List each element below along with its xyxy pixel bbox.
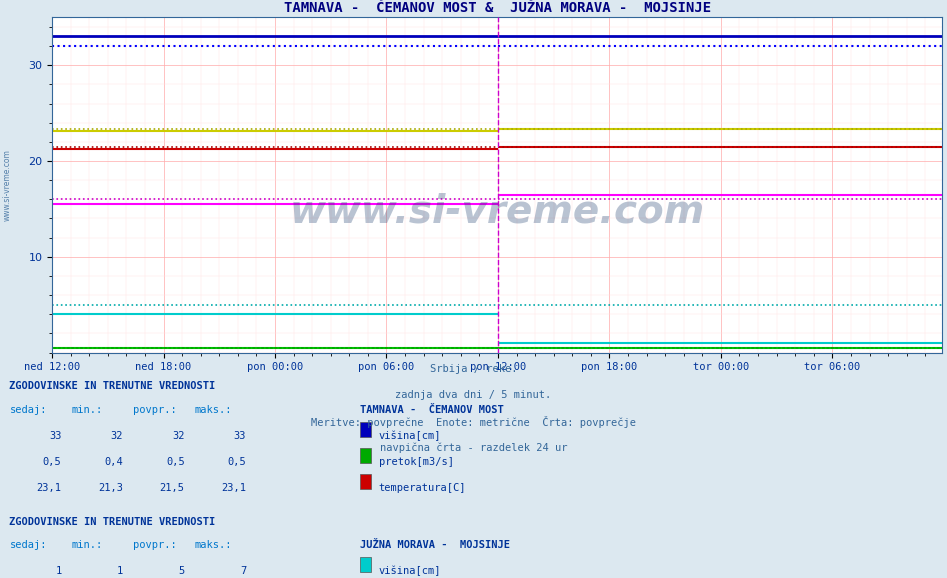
Text: www.si-vreme.com: www.si-vreme.com: [290, 193, 705, 231]
Title: TAMNAVA -  ČEMANOV MOST &  JUŽNA MORAVA -  MOJSINJE: TAMNAVA - ČEMANOV MOST & JUŽNA MORAVA - …: [283, 1, 711, 15]
Text: www.si-vreme.com: www.si-vreme.com: [3, 149, 12, 221]
Text: maks.:: maks.:: [194, 405, 232, 415]
Text: 32: 32: [172, 431, 185, 441]
Text: 5: 5: [178, 566, 185, 576]
Text: ZGODOVINSKE IN TRENUTNE VREDNOSTI: ZGODOVINSKE IN TRENUTNE VREDNOSTI: [9, 381, 216, 391]
Text: višina[cm]: višina[cm]: [379, 566, 441, 577]
Text: 0,5: 0,5: [166, 457, 185, 467]
Text: ZGODOVINSKE IN TRENUTNE VREDNOSTI: ZGODOVINSKE IN TRENUTNE VREDNOSTI: [9, 517, 216, 527]
Text: TAMNAVA -  ČEMANOV MOST: TAMNAVA - ČEMANOV MOST: [360, 405, 504, 415]
Text: navpična črta - razdelek 24 ur: navpična črta - razdelek 24 ur: [380, 442, 567, 453]
Text: sedaj:: sedaj:: [9, 540, 47, 550]
Text: temperatura[C]: temperatura[C]: [379, 483, 466, 493]
Text: 0,5: 0,5: [43, 457, 62, 467]
Text: Srbija / reke.: Srbija / reke.: [430, 364, 517, 374]
Text: 23,1: 23,1: [222, 483, 246, 493]
Text: 7: 7: [240, 566, 246, 576]
Text: pretok[m3/s]: pretok[m3/s]: [379, 457, 454, 467]
Text: povpr.:: povpr.:: [133, 540, 176, 550]
Text: maks.:: maks.:: [194, 540, 232, 550]
Text: 33: 33: [234, 431, 246, 441]
Text: 32: 32: [111, 431, 123, 441]
Text: JUŽNA MORAVA -  MOJSINJE: JUŽNA MORAVA - MOJSINJE: [360, 540, 509, 550]
Text: 1: 1: [116, 566, 123, 576]
Text: Meritve: povprečne  Enote: metrične  Črta: povprečje: Meritve: povprečne Enote: metrične Črta:…: [311, 416, 636, 428]
Text: 23,1: 23,1: [37, 483, 62, 493]
Text: 21,3: 21,3: [98, 483, 123, 493]
Text: povpr.:: povpr.:: [133, 405, 176, 415]
Text: 33: 33: [49, 431, 62, 441]
Text: min.:: min.:: [71, 540, 102, 550]
Text: 21,5: 21,5: [160, 483, 185, 493]
Text: zadnja dva dni / 5 minut.: zadnja dva dni / 5 minut.: [396, 390, 551, 400]
Text: min.:: min.:: [71, 405, 102, 415]
Text: 1: 1: [55, 566, 62, 576]
Text: 0,5: 0,5: [227, 457, 246, 467]
Text: sedaj:: sedaj:: [9, 405, 47, 415]
Text: 0,4: 0,4: [104, 457, 123, 467]
Text: višina[cm]: višina[cm]: [379, 431, 441, 442]
